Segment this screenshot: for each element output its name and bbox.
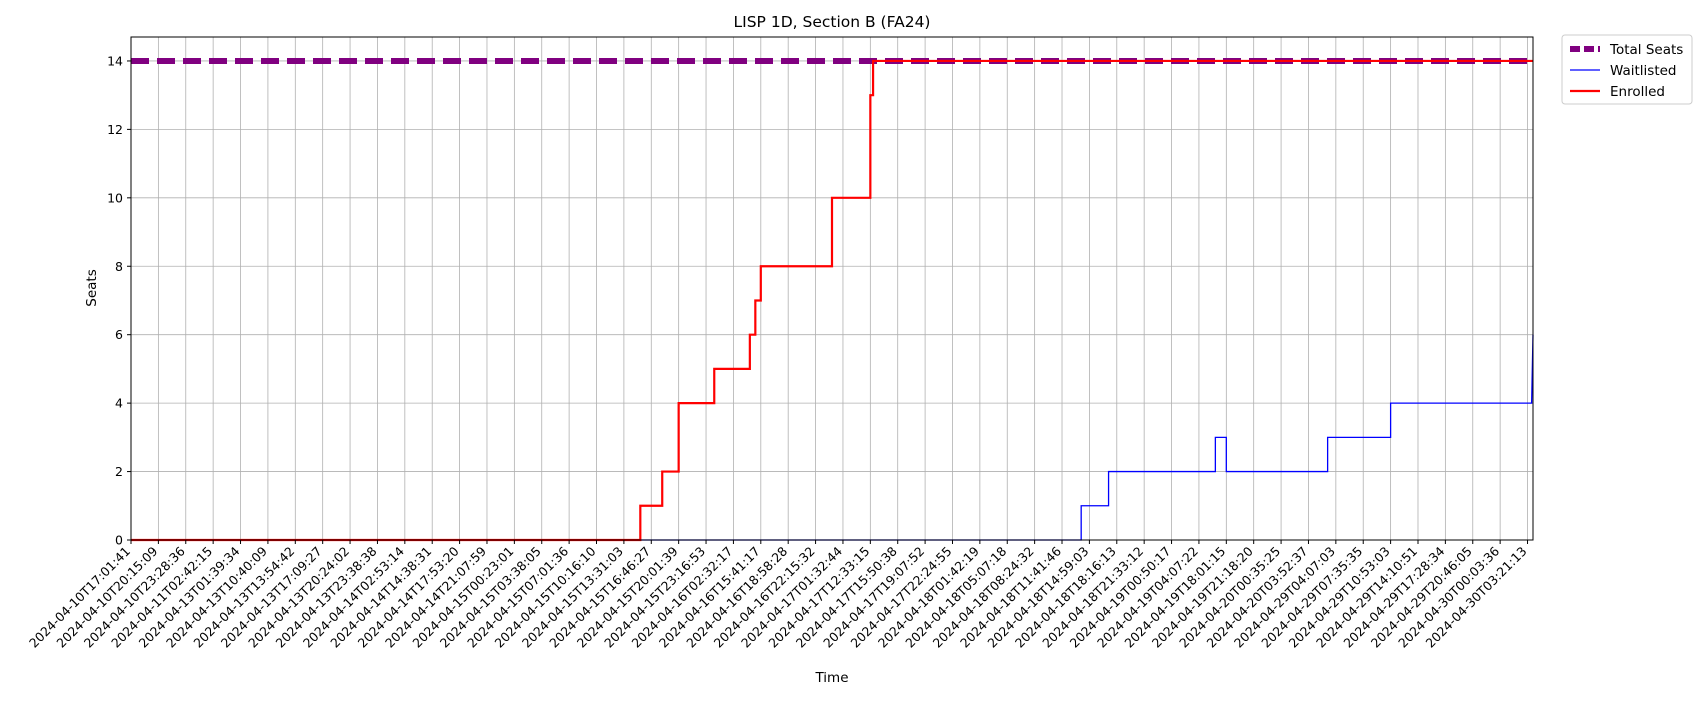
x-axis-ticks: 2024-04-10T17:01:412024-04-10T20:15:0920…: [26, 540, 1530, 651]
y-tick-label: 2: [115, 464, 123, 479]
legend-box: [1561, 34, 1693, 105]
y-tick-label: 6: [115, 327, 123, 342]
y-tick-label: 10: [107, 190, 123, 205]
x-axis-label: Time: [814, 670, 848, 686]
legend-label: Total Seats: [1609, 42, 1683, 58]
series-line-waitlisted: [131, 334, 1534, 541]
series-line-enrolled: [131, 59, 1533, 542]
chart-title: LISP 1D, Section B (FA24): [734, 13, 931, 31]
legend-label: Enrolled: [1610, 84, 1665, 100]
legend-label: Waitlisted: [1610, 63, 1677, 79]
y-tick-label: 0: [115, 533, 123, 548]
y-axis-ticks: 0 2 4 6 8 10 12 14: [107, 53, 131, 548]
grid: [130, 37, 1533, 541]
y-tick-label: 8: [115, 259, 123, 274]
y-tick-label: 14: [107, 53, 123, 68]
plot-frame: [130, 36, 1534, 541]
plot-series: [131, 57, 1534, 542]
legend: Total Seats Waitlisted Enrolled: [1561, 34, 1693, 105]
y-tick-label: 4: [115, 396, 123, 411]
y-tick-label: 12: [107, 122, 123, 137]
y-axis-label: Seats: [84, 269, 100, 306]
